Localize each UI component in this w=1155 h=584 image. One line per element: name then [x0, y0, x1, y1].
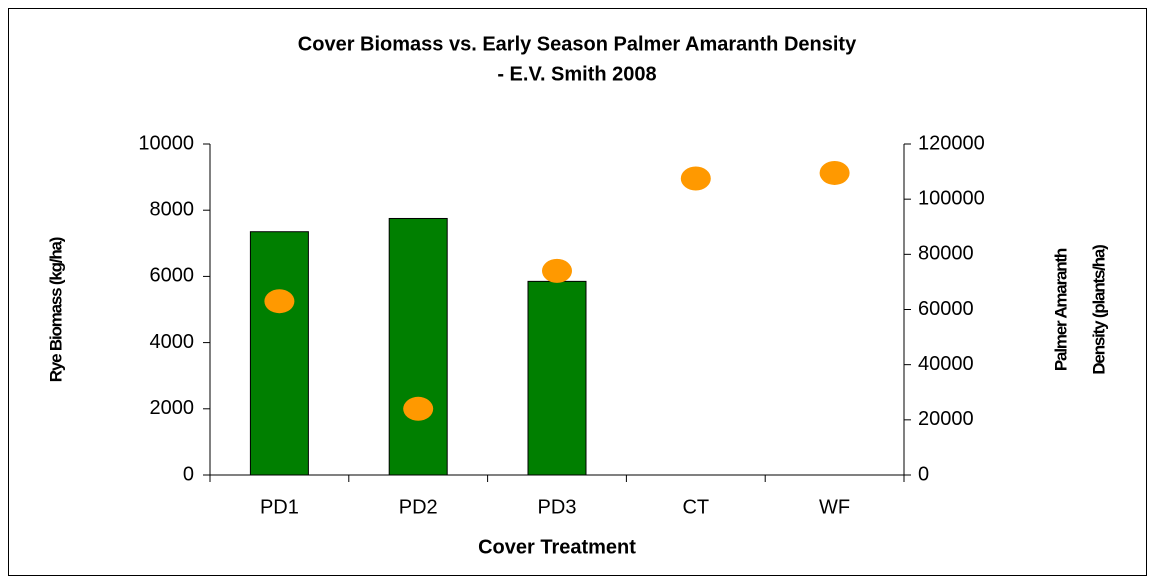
x-tick-label: WF: [819, 496, 850, 518]
point: [403, 396, 434, 421]
y2-axis-label: Palmer Amaranth: [1051, 248, 1070, 371]
bar: [527, 280, 587, 476]
x-axis-label: Cover Treatment: [478, 536, 636, 558]
y2-tick-label: 80000: [918, 243, 974, 265]
y2-axis-label: Density (plants/ha): [1089, 245, 1108, 375]
y-tick-label: 2000: [150, 397, 195, 419]
x-tick-label: PD1: [260, 496, 299, 518]
y2-tick-label: 20000: [918, 408, 974, 430]
x-tick-label: PD2: [399, 496, 438, 518]
y-tick-label: 0: [183, 463, 194, 485]
bar: [388, 217, 448, 476]
y2-tick-label: 60000: [918, 298, 974, 320]
y-tick-label: 10000: [138, 132, 194, 154]
point: [264, 289, 295, 314]
y-tick-label: 4000: [150, 331, 195, 353]
y2-tick-label: 40000: [918, 353, 974, 375]
y2-tick-label: 120000: [918, 132, 985, 154]
x-tick-label: CT: [682, 496, 709, 518]
bar: [249, 231, 309, 476]
point: [542, 258, 572, 283]
chart-title: Cover Biomass vs. Early Season Palmer Am…: [298, 33, 857, 55]
chart-title: - E.V. Smith 2008: [497, 63, 656, 85]
y2-tick-label: 100000: [918, 187, 985, 209]
y2-tick-label: 0: [918, 463, 929, 485]
x-tick-label: PD3: [538, 496, 577, 518]
point: [819, 160, 850, 185]
y-axis-label: Rye Biomass (kg/ha): [46, 237, 65, 382]
y-tick-label: 6000: [150, 265, 195, 287]
point: [680, 166, 711, 191]
y-tick-label: 8000: [150, 198, 195, 220]
